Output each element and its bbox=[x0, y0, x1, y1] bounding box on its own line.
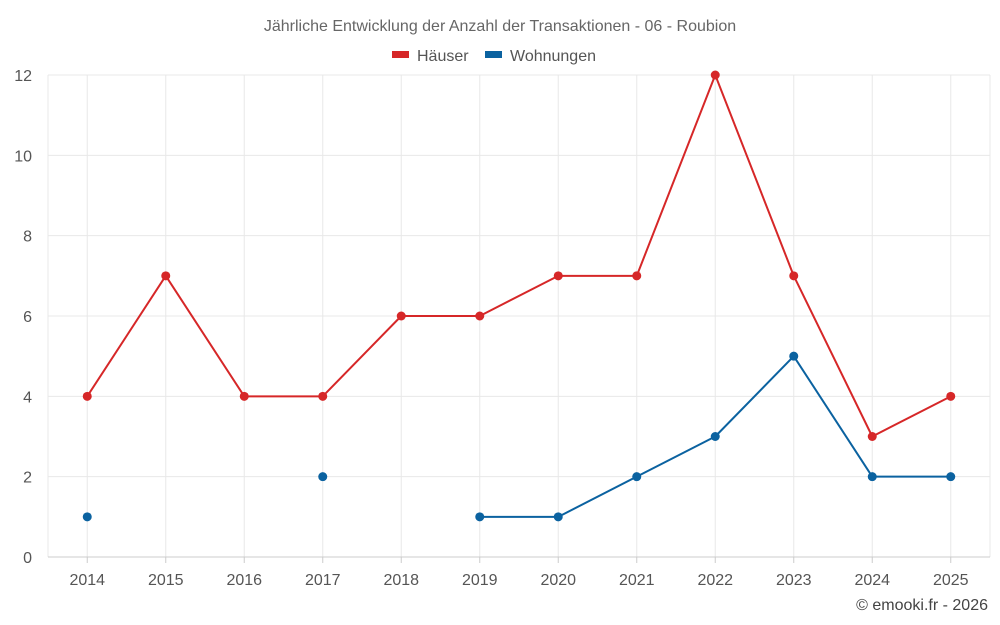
data-point-1-2019[interactable] bbox=[475, 512, 485, 522]
y-tick-label: 0 bbox=[23, 550, 32, 567]
data-point-1-2020[interactable] bbox=[553, 512, 563, 522]
legend: Häuser Wohnungen bbox=[392, 48, 596, 65]
series-line-0 bbox=[86, 74, 952, 438]
data-point-0-2017[interactable] bbox=[318, 391, 328, 401]
data-point-1-2023[interactable] bbox=[789, 351, 799, 361]
y-tick-label: 8 bbox=[23, 229, 32, 246]
data-point-0-2023[interactable] bbox=[789, 271, 799, 281]
x-tick-label: 2017 bbox=[305, 572, 341, 589]
y-tick-label: 6 bbox=[23, 309, 32, 326]
x-tick-label: 2023 bbox=[776, 572, 812, 589]
data-point-1-2024[interactable] bbox=[867, 472, 877, 482]
y-tick-label: 12 bbox=[14, 68, 32, 85]
series-layer bbox=[82, 70, 956, 522]
x-tick-label: 2015 bbox=[148, 572, 184, 589]
legend-swatch-1 bbox=[485, 51, 502, 58]
data-point-1-2025[interactable] bbox=[946, 472, 956, 482]
data-point-0-2018[interactable] bbox=[396, 311, 406, 321]
x-tick-label: 2024 bbox=[854, 572, 890, 589]
data-point-0-2019[interactable] bbox=[475, 311, 485, 321]
data-point-0-2020[interactable] bbox=[553, 271, 563, 281]
data-point-0-2014[interactable] bbox=[82, 391, 92, 401]
data-point-0-2021[interactable] bbox=[632, 271, 642, 281]
credit-text: © emooki.fr - 2026 bbox=[856, 597, 988, 614]
chart-title: Jährliche Entwicklung der Anzahl der Tra… bbox=[264, 18, 736, 35]
data-point-0-2022[interactable] bbox=[710, 70, 720, 80]
data-point-0-2025[interactable] bbox=[946, 391, 956, 401]
y-tick-label: 2 bbox=[23, 470, 32, 487]
y-tick-label: 10 bbox=[14, 148, 32, 165]
x-tick-label: 2019 bbox=[462, 572, 498, 589]
x-tick-label: 2018 bbox=[383, 572, 419, 589]
x-tick-label: 2025 bbox=[933, 572, 969, 589]
legend-label-1[interactable]: Wohnungen bbox=[510, 48, 596, 65]
x-tick-label: 2016 bbox=[226, 572, 262, 589]
grid bbox=[47, 74, 991, 558]
data-point-1-2022[interactable] bbox=[710, 432, 720, 441]
legend-swatch-0 bbox=[392, 51, 409, 58]
y-tick-label: 4 bbox=[23, 389, 32, 406]
x-tick-label: 2022 bbox=[697, 572, 733, 589]
x-tick-label: 2014 bbox=[69, 572, 105, 589]
x-tick-label: 2021 bbox=[619, 572, 655, 589]
data-point-0-2024[interactable] bbox=[867, 432, 877, 441]
data-point-1-2021[interactable] bbox=[632, 472, 642, 482]
data-point-1-2017[interactable] bbox=[318, 472, 328, 482]
axes: 0 2 4 6 8 10 12 2014 2015 2016 2017 2018 2019 2020 202… bbox=[14, 68, 990, 589]
x-tick-label: 2020 bbox=[540, 572, 576, 589]
data-point-1-2014[interactable] bbox=[82, 512, 92, 522]
legend-label-0[interactable]: Häuser bbox=[417, 48, 469, 65]
data-point-0-2016[interactable] bbox=[239, 391, 249, 401]
data-point-0-2015[interactable] bbox=[161, 271, 171, 281]
